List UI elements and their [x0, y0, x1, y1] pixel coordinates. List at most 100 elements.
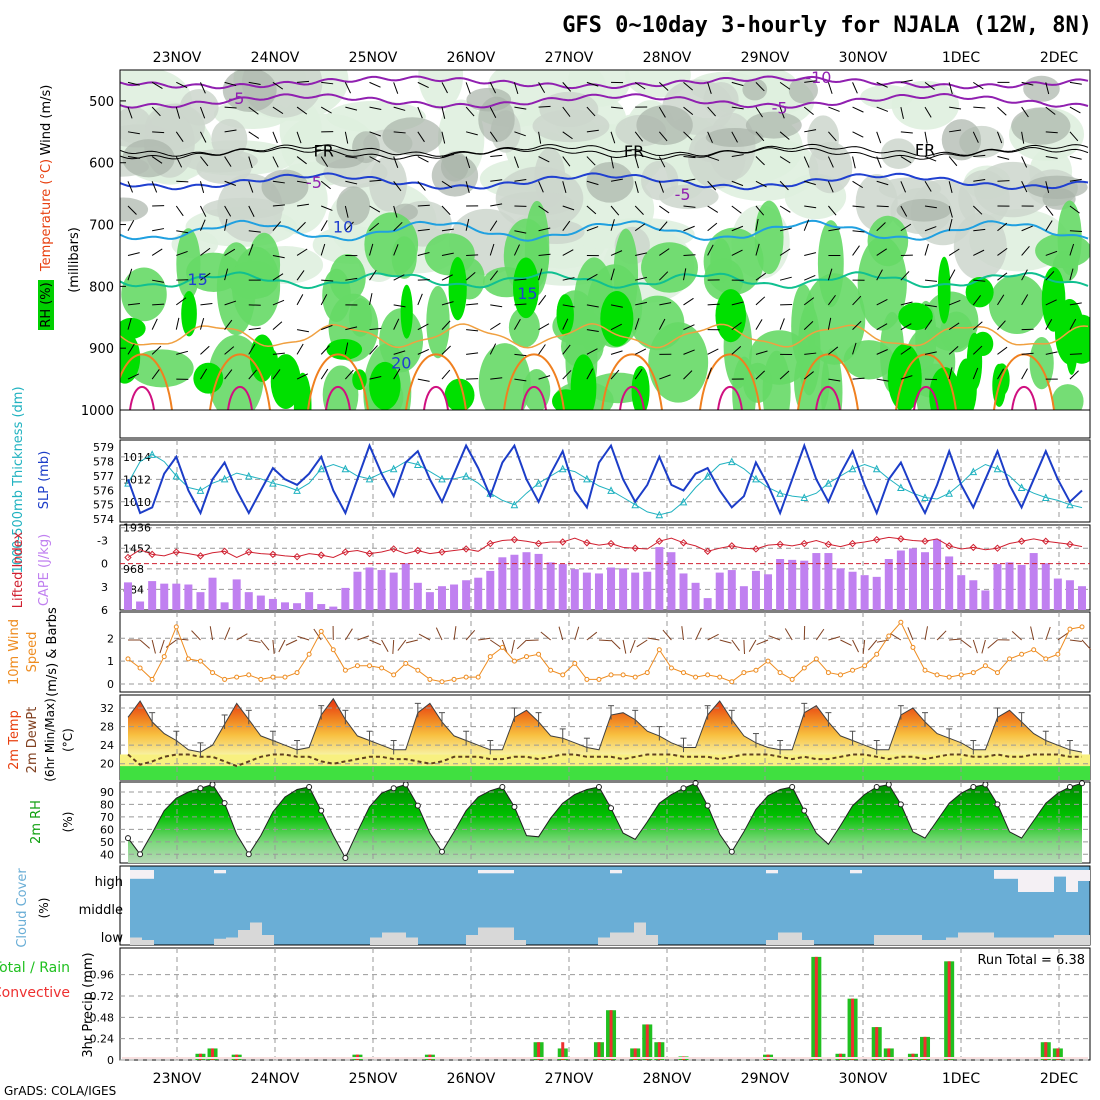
wind-barb: [272, 352, 285, 355]
rh-tick-label: 60: [100, 823, 114, 836]
wind-barb: [924, 226, 937, 232]
isotherm-5: [120, 172, 1089, 191]
wind-barb: [924, 279, 938, 282]
footer-credit: GrADS: COLA/IGES: [4, 1084, 116, 1098]
wind-barb: [320, 345, 330, 355]
precip-conv-bar: [609, 1010, 613, 1060]
wind-barb: [1045, 106, 1056, 115]
wind-barb: [465, 218, 470, 231]
wind-barb: [538, 82, 546, 93]
wind-barb: [199, 219, 206, 231]
lifted-point: [341, 548, 350, 556]
wind-barb: [417, 349, 429, 355]
rh-area: [128, 783, 1082, 863]
rh-grey-area: [958, 170, 1010, 228]
cloud-row-middle: middle: [79, 903, 123, 918]
wind-barb: [417, 228, 430, 232]
cape-bar: [534, 553, 543, 610]
rh-bright-area: [120, 317, 146, 339]
wind-barb: [949, 129, 962, 133]
wind-barb-10m: [731, 639, 740, 652]
wind-speed-point: [910, 644, 916, 650]
wind-barb: [876, 106, 889, 112]
wind-barb: [127, 131, 140, 135]
wind-speed-point: [705, 672, 711, 678]
wind-barb: [393, 304, 406, 308]
lifted-point: [389, 545, 398, 553]
wind-barb: [634, 318, 640, 330]
isotherm-25: [325, 386, 351, 410]
axis-label-lifted: Lifted Index: [11, 531, 26, 608]
lifted-point: [462, 545, 470, 553]
cape-bar: [148, 581, 157, 610]
isotherm-20: [307, 353, 369, 410]
rh-point: [342, 855, 349, 862]
wind-barb: [610, 304, 623, 308]
cape-bar: [184, 584, 193, 610]
cloud-low-bar: [970, 932, 982, 945]
pressure-tick-label: 600: [89, 157, 114, 172]
wind-barb: [634, 156, 639, 169]
lifted-point: [800, 539, 808, 548]
wind-barb: [924, 304, 937, 308]
cloud-low-bar: [646, 935, 658, 945]
wind-barb-10m: [159, 639, 165, 654]
isotherm-20-upper: [120, 323, 1089, 349]
wind-barb: [224, 81, 237, 87]
wind-barb: [127, 268, 133, 281]
axis-label-celsius: (°C): [61, 728, 75, 752]
wind-barb: [804, 129, 817, 133]
axis-label-millibars: (millibars): [67, 227, 82, 293]
wind-barb: [466, 329, 479, 332]
wind-barb: [272, 369, 281, 380]
wind-speed-point: [173, 624, 179, 630]
wind-barb: [948, 181, 953, 194]
wind-barb: [320, 220, 328, 231]
wind-barb: [127, 343, 135, 355]
wind-barb-10m: [1045, 626, 1051, 641]
lifted-line: [127, 536, 1083, 559]
wind-barb-10m: [622, 639, 627, 654]
axis-label-cloud-unit: (%): [37, 898, 51, 919]
axis-label-dewpt: 2m DewPt: [25, 707, 40, 774]
wind-barb: [393, 350, 406, 355]
cape-bar: [256, 595, 265, 610]
wind-barb: [948, 322, 960, 331]
wind-barb: [152, 228, 165, 232]
cape-bar: [981, 590, 990, 610]
cloud-low-bar: [886, 935, 898, 945]
rh-darkgrey-area: [1011, 107, 1071, 145]
wind-speed-point: [149, 676, 155, 682]
thickness-point: [607, 486, 615, 494]
wind-barb: [296, 248, 308, 256]
wind-barb: [1069, 156, 1082, 160]
lifted-point: [1066, 540, 1074, 549]
cape-bar: [486, 570, 495, 610]
wind-barb: [658, 271, 669, 281]
wind-barb: [490, 377, 503, 380]
wind-speed-point: [1031, 647, 1037, 653]
thickness-point: [510, 500, 519, 509]
wind-frame: [119, 611, 1091, 693]
wind-barb: [224, 248, 236, 256]
rh-darkgrey-area: [586, 161, 634, 203]
cape-bar: [401, 563, 410, 610]
wind-barb: [827, 181, 834, 193]
wind-barb: [779, 180, 789, 191]
wind-barb: [441, 154, 454, 158]
isotherm-25: [913, 386, 939, 410]
wind-speed-line: [127, 621, 1083, 683]
wind-barb: [320, 243, 326, 256]
wind-barb: [610, 268, 615, 281]
wind-barb: [755, 131, 765, 142]
wind-barb: [272, 156, 279, 168]
wind-barb: [296, 270, 305, 281]
wind-barb: [1069, 302, 1082, 306]
wind-barb: [272, 221, 282, 232]
wind-barb: [417, 293, 423, 306]
wind-speed-point: [536, 651, 542, 657]
wind-barb: [755, 243, 760, 256]
wind-barb: [344, 342, 349, 355]
cloud-low-bar: [238, 930, 250, 945]
rh-bright-area: [929, 367, 961, 410]
